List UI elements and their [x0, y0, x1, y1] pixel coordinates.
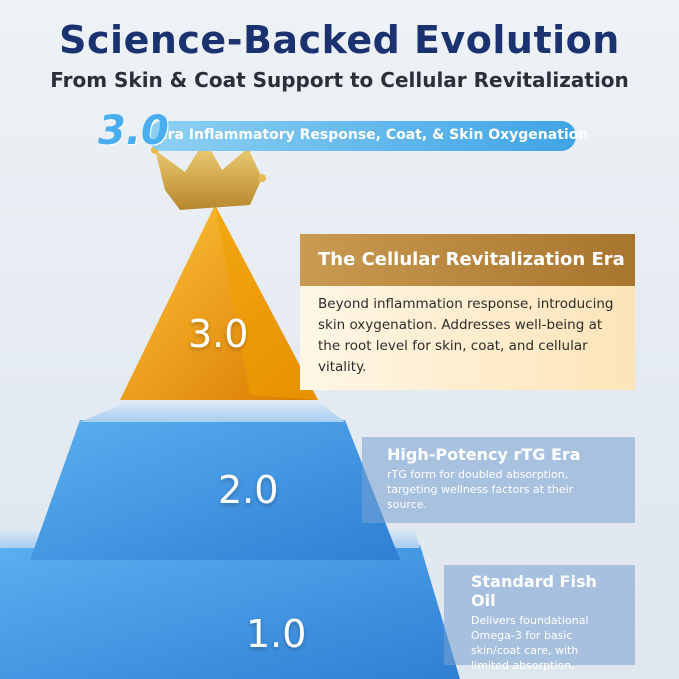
tier-3-facet — [215, 205, 318, 400]
card-body: rTG form for doubled absorption, targeti… — [387, 468, 574, 511]
tier-label: 1.0 — [246, 612, 307, 656]
banner-badge: 3.0 — [98, 108, 169, 154]
card-body: Beyond inflammation response, introducin… — [300, 286, 635, 390]
tier-label: 3.0 — [188, 312, 249, 356]
card-heading: High-Potency rTG Era — [387, 445, 581, 464]
tier-card: High-Potency rTG Era rTG form for double… — [362, 437, 635, 523]
banner — [148, 121, 576, 151]
tier-card: The Cellular Revitalization Era Beyond i… — [300, 234, 635, 390]
tier-2-top — [80, 403, 345, 422]
tier-label: 2.0 — [218, 468, 279, 512]
title: Science-Backed Evolution — [59, 18, 620, 62]
card-heading: The Cellular Revitalization Era — [300, 234, 635, 286]
tier-2 — [30, 420, 400, 560]
card-body: Delivers foundational Omega-3 for basic … — [471, 614, 589, 672]
tier-card: Standard Fish Oil Delivers foundational … — [444, 565, 635, 672]
subtitle: From Skin & Coat Support to Cellular Rev… — [50, 68, 629, 92]
banner-text: Era Inflammatory Response, Coat, & Skin … — [158, 127, 589, 143]
tier-1 — [0, 545, 460, 679]
card-heading: Standard Fish Oil — [471, 572, 597, 610]
